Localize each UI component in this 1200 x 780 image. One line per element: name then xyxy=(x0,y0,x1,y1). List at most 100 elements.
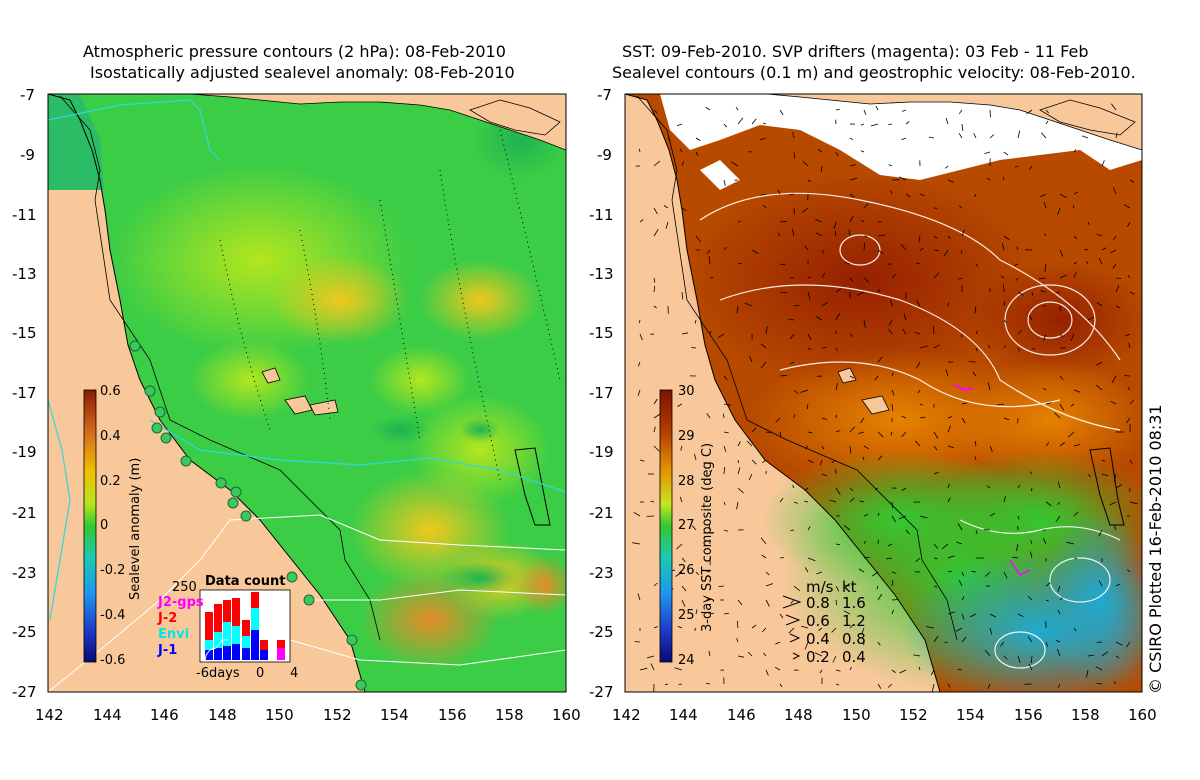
velocity-arrow xyxy=(856,291,865,296)
velocity-arrow xyxy=(807,459,814,464)
velocity-arrow xyxy=(835,414,837,419)
velocity-arrow xyxy=(653,160,661,167)
left-lat-tick: -9 xyxy=(20,146,35,164)
velocity-arrow xyxy=(933,471,939,475)
sst-cb-tick: 29 xyxy=(678,429,695,444)
velocity-arrow xyxy=(807,291,811,300)
velocity-arrow xyxy=(751,624,757,629)
velocity-arrow xyxy=(1073,443,1081,447)
velocity-arrow xyxy=(877,512,880,517)
velocity-arrow xyxy=(1129,501,1138,505)
velocity-arrow xyxy=(706,413,711,419)
data-count-x-start: -6days xyxy=(196,666,240,681)
velocity-arrow xyxy=(849,426,856,433)
velocity-arrow xyxy=(1073,261,1078,265)
velocity-arrow xyxy=(751,249,759,254)
velocity-arrow xyxy=(899,176,907,181)
velocity-arrow xyxy=(695,137,701,141)
plot-credit: © CSIRO Plotted 16-Feb-2010 08:31 xyxy=(1146,404,1165,694)
right-lat-tick: -21 xyxy=(589,504,614,522)
velocity-arrow xyxy=(863,277,870,283)
right-lon-tick: 156 xyxy=(1014,706,1043,724)
velocity-arrow xyxy=(989,613,997,618)
right-title-line1: SST: 09-Feb-2010. SVP drifters (magenta)… xyxy=(622,42,1089,61)
velocity-arrow xyxy=(832,655,837,663)
velocity-arrow xyxy=(681,599,686,607)
sst-colorbar xyxy=(659,389,673,663)
velocity-arrow xyxy=(793,151,796,159)
velocity-arrow xyxy=(709,330,712,335)
velocity-arrow xyxy=(947,179,954,183)
velocity-arrow xyxy=(793,501,798,504)
velocity-arrow xyxy=(947,555,955,559)
velocity-arrow xyxy=(890,431,893,436)
velocity-arrow xyxy=(1126,417,1131,424)
velocity-arrow xyxy=(958,580,963,587)
velocity-arrow xyxy=(1112,187,1117,195)
velocity-arrow xyxy=(872,571,879,577)
velocity-arrow xyxy=(774,666,781,671)
velocity-arrow xyxy=(793,585,801,592)
velocity-arrow xyxy=(653,277,656,283)
velocity-row-kt: 1.6 xyxy=(842,594,866,612)
velocity-arrow xyxy=(875,105,879,111)
velocity-arrow xyxy=(863,242,865,251)
left-lon-tick: 160 xyxy=(552,706,581,724)
velocity-arrow xyxy=(681,207,687,212)
velocity-arrow xyxy=(831,627,837,633)
right-lon-tick: 142 xyxy=(612,706,641,724)
velocity-arrow xyxy=(926,626,935,629)
velocity-arrow xyxy=(723,403,731,406)
velocity-arrow xyxy=(835,430,841,433)
velocity-arrow xyxy=(930,669,935,676)
velocity-arrow xyxy=(888,123,893,126)
sst-cb-tick: 24 xyxy=(678,653,695,668)
velocity-arrow xyxy=(831,459,837,463)
velocity-arrow xyxy=(793,305,800,307)
velocity-arrow xyxy=(723,612,730,615)
velocity-arrow xyxy=(779,109,784,116)
velocity-arrow xyxy=(933,585,938,588)
velocity-arrow xyxy=(821,249,825,254)
velocity-arrow xyxy=(1059,333,1064,338)
right-lat-tick: -15 xyxy=(589,324,614,342)
velocity-arrow xyxy=(1127,221,1131,228)
left-lon-tick: 156 xyxy=(438,706,467,724)
velocity-arrow xyxy=(849,137,854,141)
velocity-arrow xyxy=(1115,305,1121,309)
velocity-arrow xyxy=(804,245,809,251)
velocity-arrow xyxy=(1111,375,1117,384)
sla-cb-tick: -0.4 xyxy=(100,608,126,623)
velocity-arrow xyxy=(863,109,867,115)
velocity-arrow xyxy=(1129,459,1133,464)
velocity-arrow xyxy=(723,179,726,186)
velocity-arrow xyxy=(1057,609,1061,615)
velocity-arrow xyxy=(997,403,1005,406)
right-lat-tick: -23 xyxy=(589,564,614,582)
velocity-arrow xyxy=(1057,585,1061,592)
velocity-arrow xyxy=(1098,529,1103,537)
velocity-arrow xyxy=(1012,556,1019,559)
velocity-arrow xyxy=(1129,400,1134,405)
velocity-arrow xyxy=(1086,260,1089,265)
velocity-arrow xyxy=(975,347,978,352)
velocity-arrow xyxy=(761,554,767,559)
left-lat-tick: -17 xyxy=(12,384,37,402)
velocity-arrow xyxy=(815,316,823,321)
svp-drifter-track xyxy=(954,384,973,392)
velocity-arrow xyxy=(843,525,851,531)
velocity-arrow xyxy=(863,445,869,450)
velocity-arrow xyxy=(928,136,935,139)
velocity-arrow xyxy=(723,413,725,419)
velocity-arrow xyxy=(1028,596,1033,601)
velocity-arrow xyxy=(849,333,854,338)
velocity-arrow xyxy=(891,579,894,587)
velocity-arrow xyxy=(1056,648,1061,657)
velocity-arrow xyxy=(814,652,823,657)
sla-cb-tick: -0.6 xyxy=(100,653,126,668)
velocity-arrow xyxy=(849,624,854,629)
velocity-arrow xyxy=(971,570,977,573)
velocity-arrow xyxy=(1057,481,1061,489)
left-lat-tick: -11 xyxy=(12,206,37,224)
